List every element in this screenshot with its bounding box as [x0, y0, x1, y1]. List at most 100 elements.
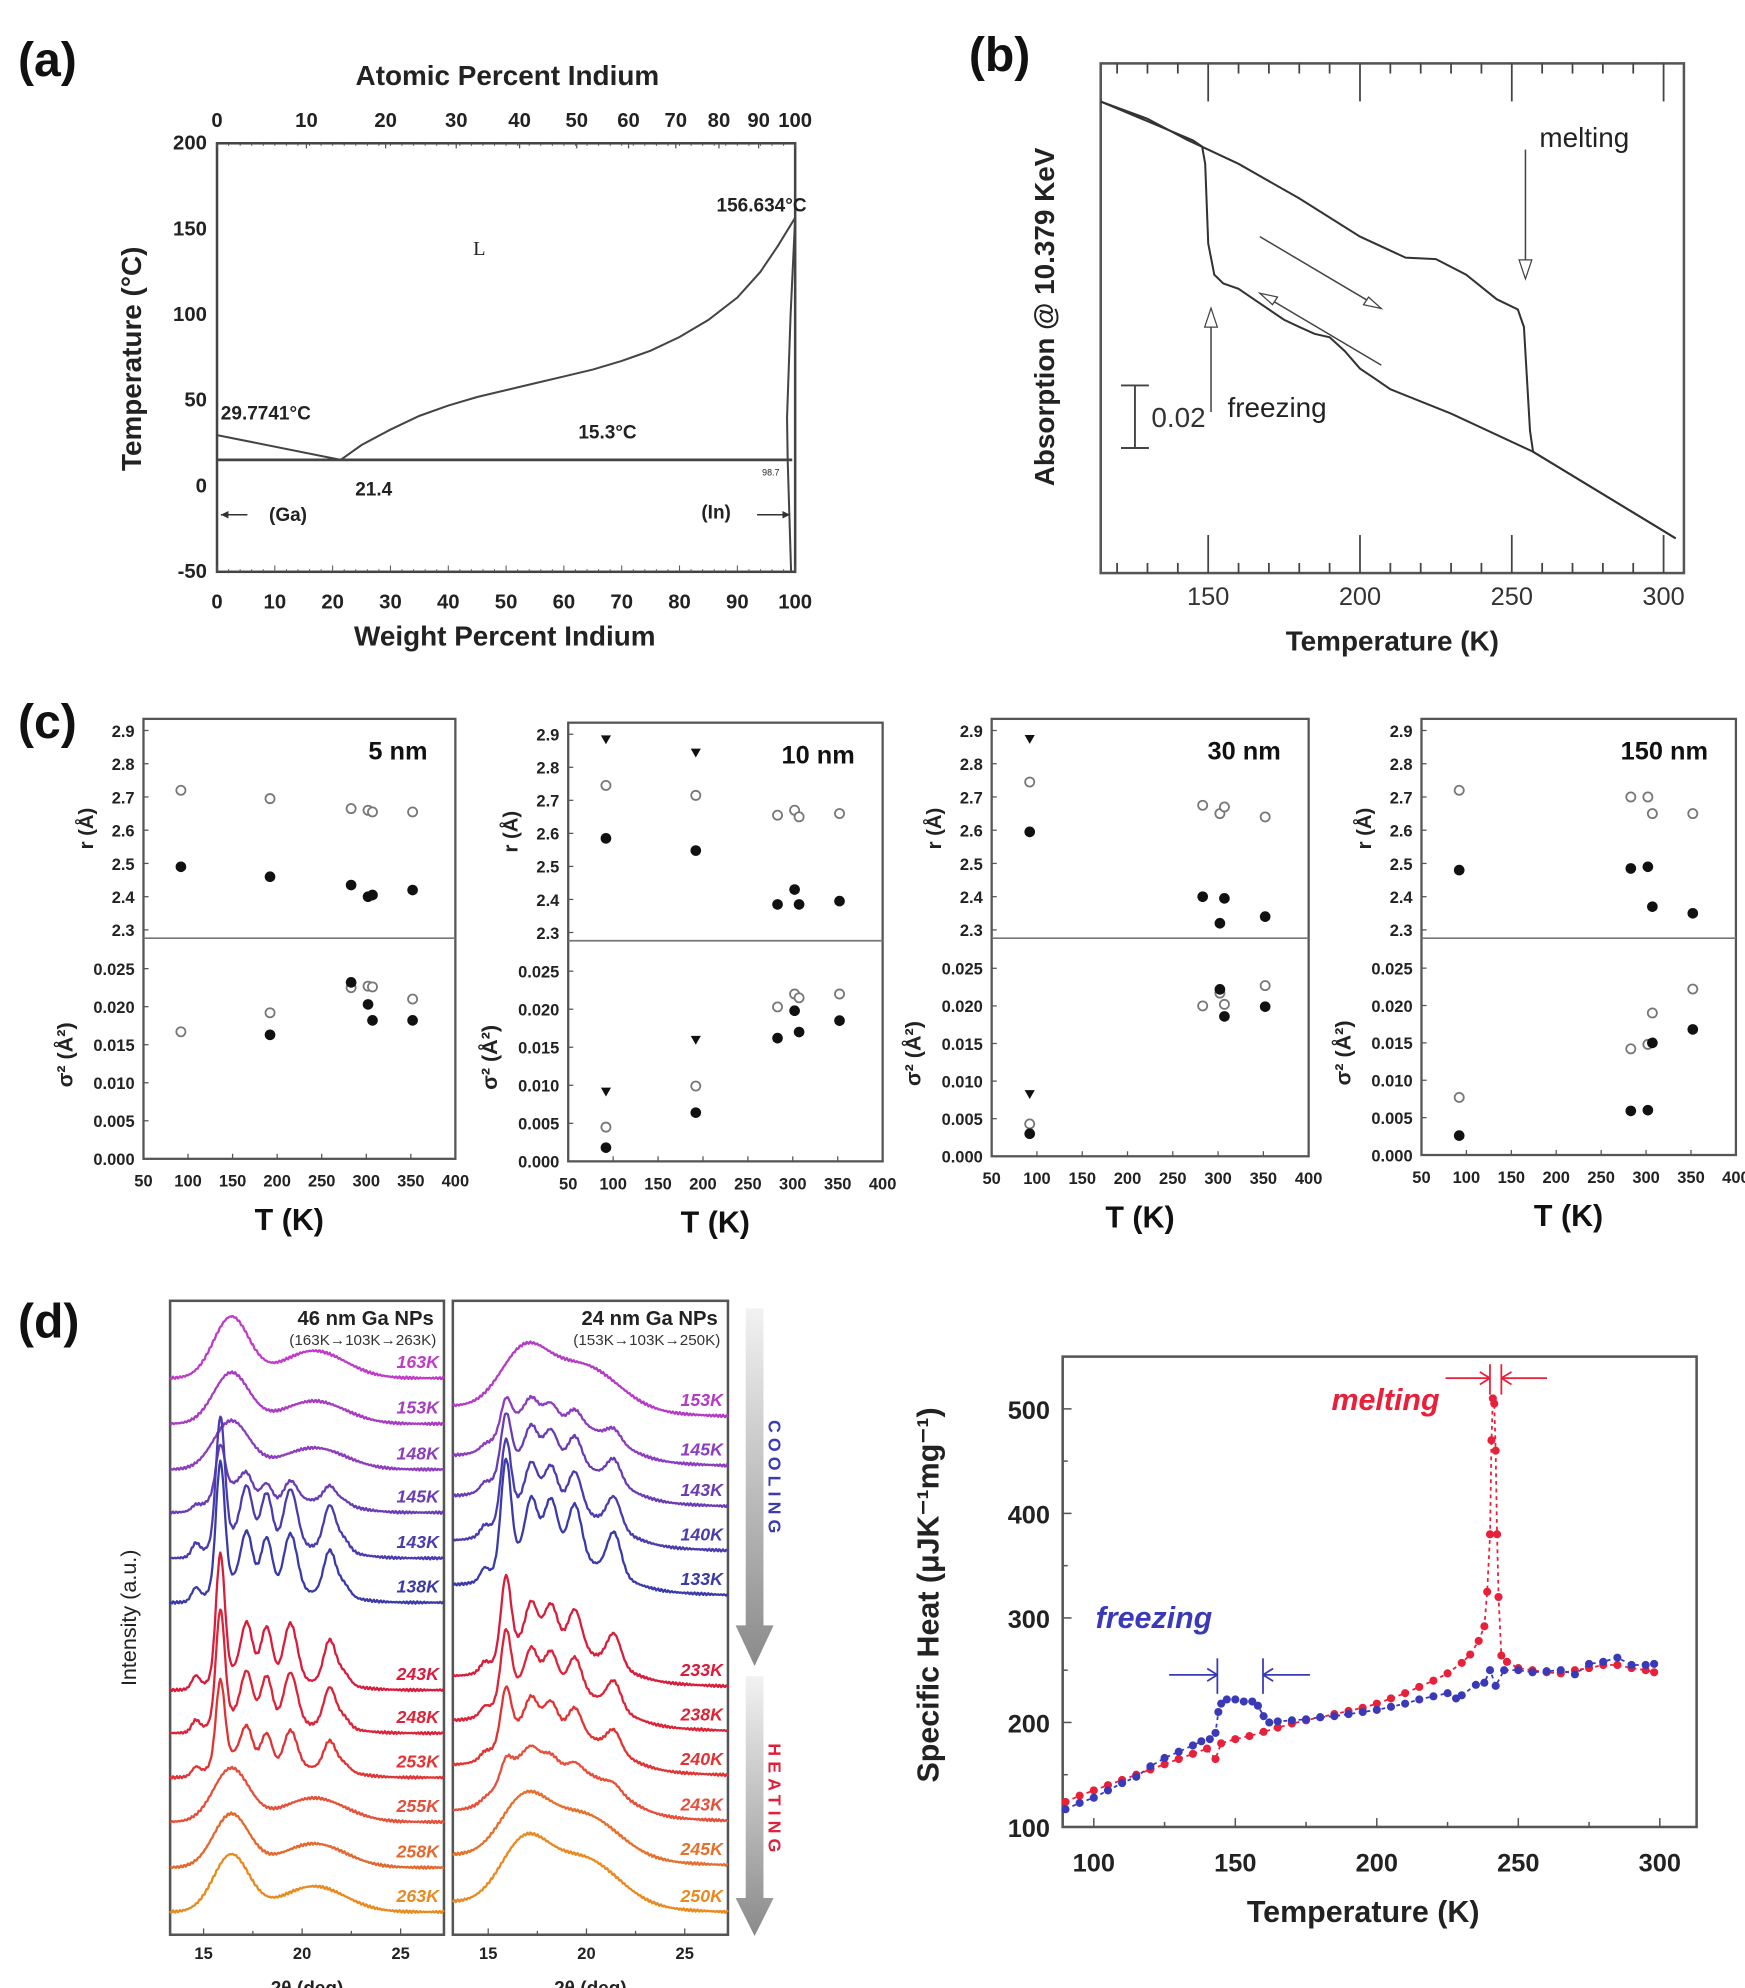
- trace-label: 255K: [395, 1796, 440, 1816]
- x-tick-label: 80: [668, 592, 691, 614]
- curve-cooling: [1100, 100, 1677, 540]
- subplot-10nm: 50 100 150 200 250 300 350 400 2.3 2.4 2.5 2.6 2.7 2.…: [476, 721, 896, 1239]
- data-point-heating: [1231, 1735, 1240, 1744]
- annotation-freezing: freezing: [1096, 1601, 1213, 1635]
- marker-filled-circle: [1642, 861, 1654, 873]
- annotation: 156.634°C: [717, 196, 807, 217]
- marker-filled-circle: [1625, 1105, 1637, 1117]
- data-point-heating: [1415, 1682, 1424, 1691]
- data-point-heating: [1483, 1587, 1492, 1596]
- x2-tick-label: 50: [565, 110, 588, 132]
- marker-filled-circle: [175, 861, 187, 873]
- x-tick-label: 150: [219, 1173, 246, 1191]
- x2-tick-label: 20: [374, 110, 397, 132]
- marker-open-circle: [367, 806, 378, 818]
- x-tick-label: 250: [734, 1175, 761, 1193]
- trace-label: 253K: [395, 1751, 440, 1771]
- y-tick-label: 0.005: [1371, 1110, 1412, 1128]
- y-tick-label: 2.6: [1390, 823, 1413, 841]
- subplot-30nm: 50 100 150 200 250 300 350 400 2.3 2.4 2.5 2.6 2.7 2.…: [900, 717, 1322, 1234]
- marker-filled-circle: [1647, 1037, 1658, 1049]
- data-point-cooling: [1372, 1705, 1381, 1714]
- x-tick-label: 0: [211, 592, 222, 614]
- y-tick-label: 2.6: [536, 826, 559, 844]
- x2-tick-label: 90: [747, 110, 770, 132]
- y-tick-label: 2.6: [112, 823, 135, 841]
- data-point-cooling: [1386, 1702, 1396, 1711]
- trace-label: 143K: [396, 1532, 440, 1552]
- marker-filled-circle: [789, 884, 800, 895]
- annotation: 21.4: [355, 480, 392, 501]
- panel-c-exafs-charts: 50 100 150 200 250 300 350 400 2.3 2.4 2.5 2.6 2.7 2.…: [51, 717, 1745, 1239]
- trace-label: 248K: [395, 1707, 440, 1727]
- xrd-trace-163K: [169, 1315, 445, 1381]
- marker-filled-circle: [834, 1015, 845, 1026]
- data-point-cooling: [1443, 1689, 1452, 1698]
- subplot-title: 30 nm: [1208, 737, 1281, 765]
- arrowhead: [1479, 1371, 1491, 1386]
- arrowhead: [1518, 259, 1533, 281]
- panel-d-xrd-chart: 15 20 25 2θ (deg) 46 nm Ga NPs (163K→103K→263…: [116, 1299, 785, 1988]
- cooling-arrow: [735, 1308, 774, 1666]
- marker-filled-triangle: [690, 1035, 701, 1045]
- xrd-trace-138K: [169, 1459, 445, 1605]
- data-point-heating: [1211, 1754, 1220, 1764]
- marker-open-circle: [1625, 791, 1637, 803]
- xrd-subpanel-1: 15 20 25 2θ (deg) 46 nm Ga NPs (163K→103K→263…: [168, 1299, 446, 1988]
- curve-heating: [1100, 100, 1677, 540]
- y-axis-title: Absorption @ 10.379 KeV: [1029, 147, 1060, 486]
- y-axis-title: Temperature (°C): [116, 247, 147, 471]
- marker-open-circle: [600, 1121, 612, 1133]
- y-tick-label: 0.005: [93, 1113, 134, 1131]
- data-point-heating: [1174, 1754, 1183, 1764]
- marker-filled-circle: [600, 832, 612, 844]
- series-line-cooling: [1065, 1656, 1655, 1811]
- x-tick-label: 350: [1677, 1169, 1704, 1187]
- y-tick-label: 2.9: [536, 727, 559, 745]
- x-tick-label: 50: [559, 1175, 577, 1193]
- x-axis-title: 2θ (deg): [271, 1978, 344, 1988]
- x-tick-label: 300: [1639, 1849, 1681, 1877]
- x-axis-title: T (K): [681, 1205, 750, 1239]
- marker-filled-circle: [1647, 901, 1658, 912]
- data-point-cooling: [1273, 1717, 1282, 1726]
- x-axis-title: Temperature (K): [1286, 625, 1499, 656]
- x-tick-label: 25: [676, 1945, 694, 1963]
- data-point-cooling: [1197, 1737, 1206, 1746]
- x-tick-label: 250: [308, 1173, 335, 1191]
- marker-open-circle: [1625, 1043, 1637, 1055]
- marker-filled-circle: [1219, 1011, 1230, 1022]
- subplot-title: 5 nm: [368, 737, 427, 765]
- x2-tick-label: 40: [508, 110, 531, 132]
- marker-filled-circle: [264, 1029, 276, 1041]
- y-tick-label: 0.015: [518, 1040, 559, 1058]
- x-tick-label: 50: [495, 592, 518, 614]
- x-tick-label: 20: [293, 1945, 311, 1963]
- y-tick-label: 0.010: [93, 1075, 134, 1093]
- y-tick-label: 200: [173, 133, 207, 155]
- xrd-trace-245K: [451, 1789, 729, 1867]
- y-tick-label: 0.005: [518, 1116, 559, 1134]
- x-tick-label: 400: [442, 1173, 469, 1191]
- x-tick-label: 100: [1023, 1170, 1050, 1188]
- y-tick-label: 2.3: [112, 922, 135, 940]
- y-tick-label: 2.5: [1390, 856, 1413, 874]
- xrd-trace-148K: [169, 1418, 445, 1472]
- heating-arrow: [735, 1676, 774, 1937]
- y-tick-label: 2.7: [112, 789, 135, 807]
- y-axis-title-r: r (Å): [499, 811, 523, 853]
- marker-open-circle: [1453, 784, 1465, 796]
- x2-tick-label: 10: [295, 110, 318, 132]
- data-point-cooling: [1401, 1699, 1410, 1708]
- x2-tick-label: 30: [445, 110, 468, 132]
- marker-open-circle: [1218, 998, 1230, 1010]
- marker-open-circle: [264, 1007, 276, 1019]
- data-point-cooling: [1542, 1667, 1551, 1676]
- y-tick-label: -50: [178, 561, 207, 583]
- x-tick-label: 300: [779, 1175, 806, 1193]
- marker-filled-circle: [1453, 1130, 1465, 1141]
- y-tick-label: 0.000: [518, 1154, 559, 1172]
- data-point-cooling: [1627, 1660, 1636, 1670]
- y-tick-label: 0.010: [518, 1078, 559, 1096]
- x-axis-title: T (K): [1534, 1199, 1603, 1233]
